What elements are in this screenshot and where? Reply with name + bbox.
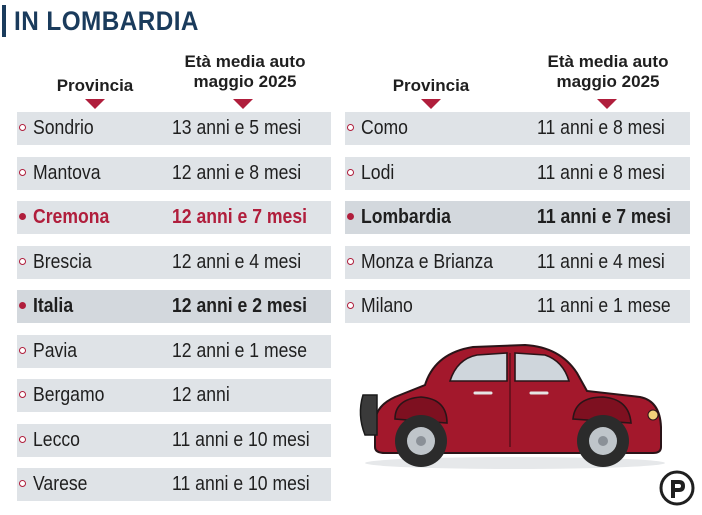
- bullet-icon: [347, 169, 354, 176]
- average-age: 11 anni e 10 mesi: [172, 429, 310, 451]
- title-accent-bar: [2, 5, 6, 37]
- province-name: Milano: [361, 295, 413, 317]
- average-age: 12 anni: [172, 384, 230, 406]
- table-row: Milano 11 anni e 1 mese: [345, 290, 690, 323]
- left-age-arrow-icon: [233, 99, 253, 109]
- vintage-car-icon: [359, 343, 665, 469]
- bullet-icon: [19, 436, 26, 443]
- right-age-arrow-icon: [597, 99, 617, 109]
- bullet-icon: [19, 213, 26, 220]
- table-row: Monza e Brianza 11 anni e 4 mesi: [345, 246, 690, 279]
- bullet-icon: [19, 480, 26, 487]
- right-header-age: Età media auto maggio 2025: [528, 52, 688, 92]
- bullet-icon: [347, 213, 354, 220]
- province-name: Como: [361, 117, 408, 139]
- bullet-icon: [19, 258, 26, 265]
- province-name: Pavia: [33, 340, 78, 362]
- page-title: IN LOMBARDIA: [14, 5, 199, 36]
- average-age: 12 anni e 7 mesi: [172, 206, 308, 228]
- bullet-icon: [19, 347, 26, 354]
- average-age: 11 anni e 8 mesi: [537, 162, 665, 184]
- bullet-icon: [19, 302, 26, 309]
- table-row: Pavia 12 anni e 1 mese: [17, 335, 331, 368]
- table-row: Como 11 anni e 8 mesi: [345, 112, 690, 145]
- province-name: Lombardia: [361, 206, 451, 228]
- table-row: Lodi 11 anni e 8 mesi: [345, 157, 690, 190]
- province-name: Italia: [33, 295, 74, 317]
- right-header-province: Provincia: [392, 76, 470, 95]
- province-name: Monza e Brianza: [361, 251, 494, 273]
- right-header-age-line1: Età media auto: [547, 52, 669, 71]
- bullet-icon: [19, 169, 26, 176]
- left-header-province: Provincia: [56, 76, 134, 95]
- right-header-age-line2: maggio 2025: [556, 72, 660, 91]
- table-row: Bergamo 12 anni: [17, 379, 331, 412]
- publisher-logo-icon: [659, 470, 695, 506]
- province-name: Mantova: [33, 162, 101, 184]
- province-name: Lecco: [33, 429, 80, 451]
- average-age: 12 anni e 2 mesi: [172, 295, 308, 317]
- right-province-arrow-icon: [421, 99, 441, 109]
- bullet-icon: [347, 302, 354, 309]
- bullet-icon: [19, 391, 26, 398]
- province-name: Lodi: [361, 162, 395, 184]
- table-row: Lombardia 11 anni e 7 mesi: [345, 201, 690, 234]
- province-name: Sondrio: [33, 117, 94, 139]
- left-header-age-line2: maggio 2025: [193, 72, 297, 91]
- average-age: 12 anni e 8 mesi: [172, 162, 302, 184]
- table-row: Lecco 11 anni e 10 mesi: [17, 424, 331, 457]
- table-row: Italia 12 anni e 2 mesi: [17, 290, 331, 323]
- province-name: Brescia: [33, 251, 92, 273]
- table-row: Mantova 12 anni e 8 mesi: [17, 157, 331, 190]
- bullet-icon: [347, 258, 354, 265]
- title-block: IN LOMBARDIA: [0, 4, 219, 38]
- province-name: Cremona: [33, 206, 110, 228]
- left-header-age-line1: Età media auto: [184, 52, 306, 71]
- average-age: 11 anni e 10 mesi: [172, 473, 310, 495]
- average-age: 11 anni e 4 mesi: [537, 251, 665, 273]
- average-age: 13 anni e 5 mesi: [172, 117, 302, 139]
- table-row: Varese 11 anni e 10 mesi: [17, 468, 331, 501]
- average-age: 12 anni e 4 mesi: [172, 251, 302, 273]
- average-age: 11 anni e 1 mese: [537, 295, 671, 317]
- bullet-icon: [347, 124, 354, 131]
- province-name: Varese: [33, 473, 88, 495]
- bullet-icon: [19, 124, 26, 131]
- table-row: Brescia 12 anni e 4 mesi: [17, 246, 331, 279]
- province-name: Bergamo: [33, 384, 105, 406]
- table-row: Cremona 12 anni e 7 mesi: [17, 201, 331, 234]
- table-row: Sondrio 13 anni e 5 mesi: [17, 112, 331, 145]
- left-province-arrow-icon: [85, 99, 105, 109]
- average-age: 11 anni e 8 mesi: [537, 117, 665, 139]
- average-age: 11 anni e 7 mesi: [537, 206, 672, 228]
- left-header-age: Età media auto maggio 2025: [165, 52, 325, 92]
- average-age: 12 anni e 1 mese: [172, 340, 308, 362]
